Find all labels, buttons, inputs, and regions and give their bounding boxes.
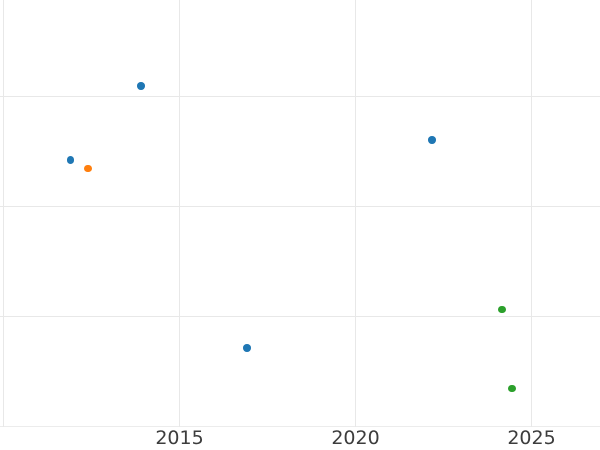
x-tick-label: 2020	[331, 427, 380, 449]
scatter-point-series-blue	[66, 156, 75, 164]
y-gridline	[0, 425, 600, 427]
scatter-point-series-green	[508, 384, 516, 393]
scatter-point-series-blue	[428, 136, 436, 144]
y-gridline	[0, 95, 600, 97]
x-tick-label: 2025	[507, 427, 556, 449]
scatter-point-series-green	[498, 305, 506, 314]
scatter-point-series-blue	[243, 344, 251, 352]
x-gridline	[531, 0, 532, 427]
x-gridline	[179, 0, 180, 427]
y-gridline	[0, 205, 600, 207]
x-gridline	[3, 0, 4, 427]
x-tick-label: 2015	[155, 427, 204, 449]
y-gridline	[0, 315, 600, 317]
scatter-point-series-orange	[84, 164, 92, 173]
x-gridline	[355, 0, 356, 427]
scatter-point-series-blue	[137, 82, 145, 90]
